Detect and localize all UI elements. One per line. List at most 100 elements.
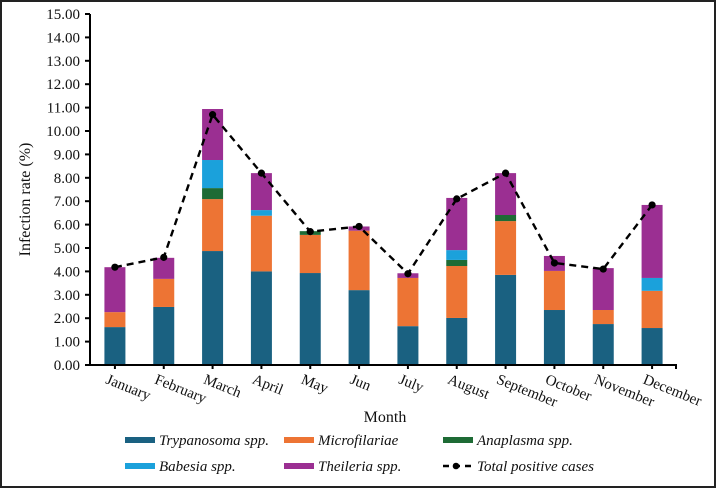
legend-item-theileria-spp: Theileria spp. [284, 459, 401, 475]
bar-segment-theileria-spp-february [153, 257, 175, 279]
legend-label: Microfilariae [317, 433, 399, 449]
bar-segment-trypanosoma-spp-january [104, 327, 126, 365]
total-positive-cases-point-january [111, 263, 119, 271]
bar-segment-microfilariae-april [250, 215, 272, 272]
bar-segment-trypanosoma-spp-jun [348, 290, 370, 365]
legend-marker [452, 462, 460, 470]
bar-segment-trypanosoma-spp-august [446, 317, 468, 365]
legend-swatch [125, 437, 155, 443]
y-tick-label: 11.00 [47, 101, 80, 117]
total-positive-cases-point-december [648, 201, 656, 209]
bar-segment-microfilariae-september [495, 221, 517, 275]
legend-label: Anaplasma spp. [476, 433, 573, 449]
bar-segment-trypanosoma-spp-may [299, 273, 321, 365]
legend-label: Theileria spp. [318, 459, 401, 475]
y-tick-label: 3.00 [54, 288, 80, 304]
y-tick-label: 10.00 [46, 124, 80, 140]
legend-label: Total positive cases [477, 459, 594, 475]
legend-swatch [125, 463, 155, 469]
bar-segment-trypanosoma-spp-february [153, 306, 175, 365]
y-tick-label: 15.00 [46, 7, 80, 23]
legend-item-anaplasma-spp: Anaplasma spp. [443, 433, 573, 449]
bar-segment-microfilariae-november [592, 310, 614, 325]
bar-segment-microfilariae-may [299, 234, 321, 274]
bar-segment-microfilariae-jun [348, 230, 370, 291]
legend-swatch [443, 437, 473, 443]
bar-segment-microfilariae-december [641, 290, 663, 329]
bar-segment-trypanosoma-spp-july [397, 326, 419, 365]
y-tick-label: 12.00 [46, 77, 80, 93]
legend-swatch [284, 437, 314, 443]
legend-label: Trypanosoma spp. [159, 433, 269, 449]
bar-segment-babesia-spp-august [446, 250, 468, 260]
bar-segment-babesia-spp-december [641, 277, 663, 291]
y-tick-label: 1.00 [54, 335, 80, 351]
bar-segment-babesia-spp-march [202, 160, 224, 189]
total-positive-cases-point-november [599, 265, 607, 273]
bar-segment-trypanosoma-spp-march [202, 251, 224, 365]
total-positive-cases-point-april [257, 169, 266, 177]
x-tick-label: January [103, 372, 153, 404]
y-tick-label: 4.00 [54, 264, 80, 280]
bar-segment-microfilariae-august [446, 266, 468, 318]
legend-item-microfilariae: Microfilariae [284, 433, 399, 449]
bar-segment-theileria-spp-august [446, 197, 468, 251]
x-tick-label: February [152, 372, 209, 407]
bar-segment-trypanosoma-spp-november [592, 324, 614, 365]
x-tick-label: May [299, 372, 331, 397]
legend: Trypanosoma spp. Microfilariae Anaplasma s… [125, 433, 594, 475]
legend-label: Babesia spp. [159, 459, 236, 475]
y-tick-label: 2.00 [54, 311, 80, 327]
legend-item-babesia-spp: Babesia spp. [125, 459, 236, 475]
bar-segment-microfilariae-july [397, 277, 419, 327]
bars-group [104, 109, 663, 365]
y-tick-label: 13.00 [46, 54, 80, 70]
y-tick-label: 6.00 [54, 218, 80, 234]
bar-segment-theileria-spp-september [495, 173, 517, 216]
total-positive-cases-point-february [160, 253, 168, 261]
total-positive-cases-point-march [208, 111, 217, 119]
bar-segment-microfilariae-january [104, 312, 126, 328]
bar-segment-anaplasma-spp-september [495, 215, 517, 222]
bar-segment-theileria-spp-november [592, 268, 614, 311]
bar-segment-trypanosoma-spp-september [495, 274, 517, 365]
bar-segment-anaplasma-spp-august [446, 259, 468, 267]
x-tick-label: July [396, 372, 426, 396]
total-positive-cases-line [114, 112, 654, 276]
y-tick-label: 5.00 [54, 241, 80, 257]
legend-item-total-positive-cases: Total positive cases [443, 459, 594, 475]
legend-swatch [284, 463, 314, 469]
bar-segment-anaplasma-spp-march [202, 188, 224, 200]
y-tick-label: 7.00 [54, 194, 80, 210]
y-tick-label: 0.00 [54, 358, 80, 374]
y-axis-ticks: 0.00 1.00 2.00 3.00 4.00 5.00 6.00 7.00 8.00 9.00… [46, 7, 90, 374]
legend-item-trypanosoma-spp: Trypanosoma spp. [125, 433, 269, 449]
bar-segment-theileria-spp-december [641, 204, 663, 278]
x-tick-label: March [201, 372, 244, 402]
bar-segment-microfilariae-october [543, 270, 565, 311]
total-positive-cases-point-may [306, 228, 314, 236]
bar-segment-theileria-spp-january [104, 267, 126, 313]
bar-segment-microfilariae-february [153, 278, 175, 307]
total-positive-cases-point-jun [355, 222, 363, 231]
bar-segment-trypanosoma-spp-april [250, 271, 272, 365]
total-line-group [111, 111, 656, 278]
bar-segment-babesia-spp-april [250, 210, 272, 216]
x-tick-label: August [445, 372, 492, 403]
bar-segment-trypanosoma-spp-october [543, 310, 565, 365]
y-tick-label: 14.00 [46, 30, 80, 46]
x-tick-label: April [250, 372, 285, 399]
bar-segment-microfilariae-march [202, 199, 224, 252]
x-axis-title: Month [364, 409, 407, 426]
total-positive-cases-point-july [404, 270, 412, 278]
bar-segment-trypanosoma-spp-december [641, 328, 663, 365]
total-positive-cases-point-august [453, 195, 461, 203]
total-positive-cases-point-september [501, 169, 510, 177]
x-tick-label: Jun [348, 372, 374, 395]
total-positive-cases-point-october [550, 259, 559, 267]
bar-segment-theileria-spp-april [250, 173, 272, 211]
y-axis-title: Infection rate (%) [17, 143, 34, 257]
